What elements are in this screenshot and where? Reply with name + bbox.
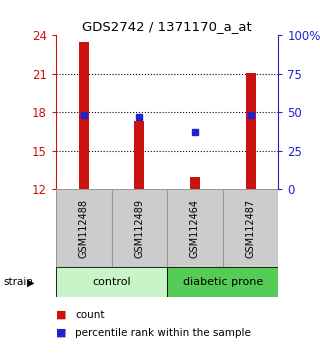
Text: GSM112487: GSM112487 <box>246 199 256 258</box>
Text: GSM112464: GSM112464 <box>190 199 200 258</box>
Bar <box>112 189 167 267</box>
Bar <box>190 177 200 189</box>
Text: ■: ■ <box>56 328 67 338</box>
Bar <box>167 189 223 267</box>
Bar <box>79 42 89 189</box>
Text: GSM112489: GSM112489 <box>134 199 144 258</box>
Bar <box>223 189 278 267</box>
Text: control: control <box>92 277 131 287</box>
Text: strain: strain <box>3 277 33 287</box>
Text: percentile rank within the sample: percentile rank within the sample <box>75 328 251 338</box>
Text: ▶: ▶ <box>27 277 35 287</box>
Bar <box>56 267 167 297</box>
Text: diabetic prone: diabetic prone <box>183 277 263 287</box>
Text: GSM112488: GSM112488 <box>79 199 89 258</box>
Text: ■: ■ <box>56 310 67 320</box>
Bar <box>245 73 256 189</box>
Bar <box>134 121 144 189</box>
Bar <box>56 189 112 267</box>
Text: count: count <box>75 310 105 320</box>
Bar <box>167 267 278 297</box>
Title: GDS2742 / 1371170_a_at: GDS2742 / 1371170_a_at <box>82 20 252 33</box>
